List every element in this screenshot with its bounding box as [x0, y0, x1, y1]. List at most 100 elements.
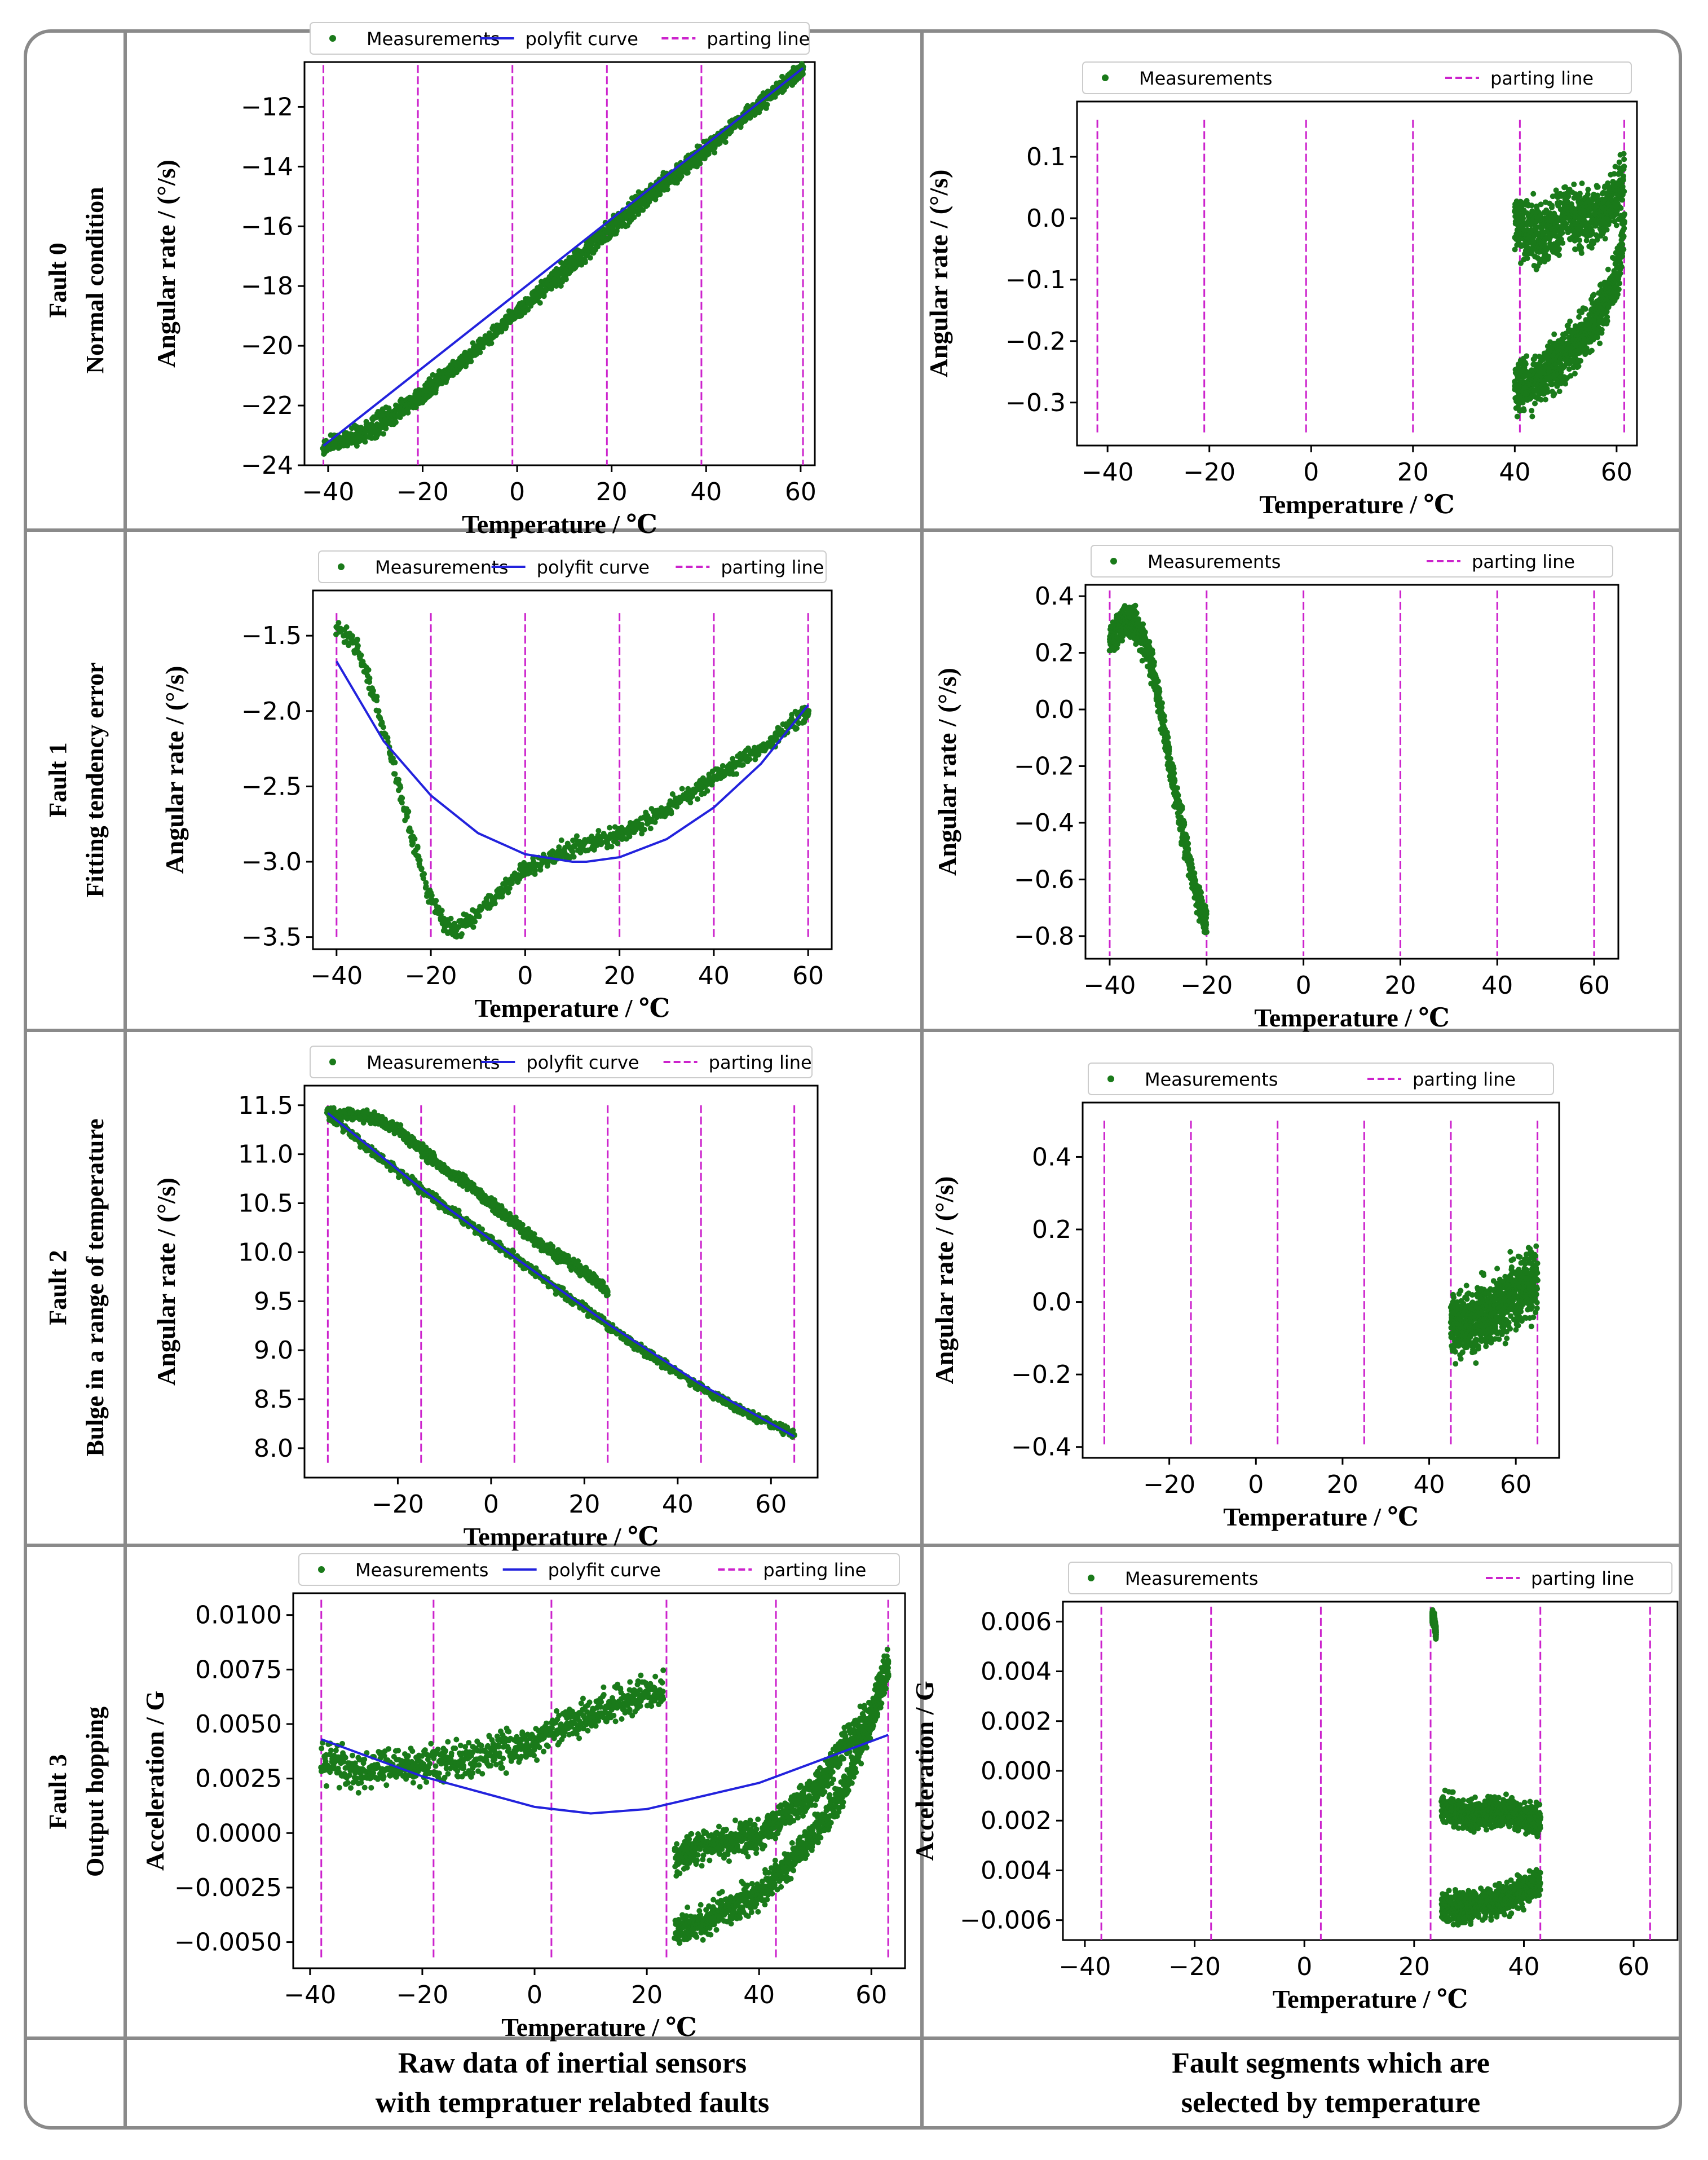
y-tick-label: 11.5 [238, 1091, 293, 1120]
measurement-point [1142, 629, 1148, 635]
x-tick-label: 0 [1303, 458, 1319, 487]
measurement-point [573, 833, 580, 839]
y-tick-label: −2.5 [241, 772, 302, 801]
row-fault-title: Fault 1 [44, 742, 72, 817]
measurement-point [687, 799, 694, 805]
row-label-fault-2: Fault 2 Bulge in a range of temperature [44, 1118, 109, 1456]
measurement-point [1556, 252, 1562, 258]
caption-fault-segments: Fault segments which are selected by tem… [1172, 2047, 1490, 2119]
caption-line-2: selected by temperature [1181, 2087, 1480, 2119]
measurement-point [1617, 270, 1623, 276]
measurement-point [428, 889, 434, 896]
y-tick-label: 0.0 [1035, 695, 1074, 724]
measurement-point [488, 340, 495, 346]
measurement-point [1591, 292, 1597, 298]
measurement-point [1585, 191, 1591, 197]
measurement-point [354, 636, 360, 642]
measurement-point [722, 139, 729, 146]
x-tick-label: −40 [302, 478, 354, 506]
x-tick-label: 0 [517, 962, 533, 990]
measurement-point [1597, 340, 1603, 346]
measurement-point [694, 796, 700, 802]
measurement-point [1579, 180, 1585, 187]
row-label-fault-1: Fault 1 Fitting tendency error [44, 662, 109, 897]
measurement-point [1198, 889, 1204, 896]
measurement-point [1157, 689, 1163, 695]
measurement-point [1166, 746, 1172, 752]
measurement-point [1617, 280, 1623, 286]
measurement-point [1605, 266, 1611, 272]
measurement-point [409, 841, 415, 848]
measurement-point [1155, 678, 1161, 684]
y-tick-label: 0.1 [1026, 143, 1066, 171]
measurement-point [1179, 804, 1185, 810]
measurement-point [374, 698, 380, 704]
measurement-point [1614, 291, 1621, 297]
measurement-point [1146, 639, 1153, 645]
x-tick-label: 0 [509, 478, 525, 506]
measurement-point [1602, 236, 1608, 242]
measurement-point [1577, 191, 1583, 197]
y-tick-label: −0.2 [1014, 752, 1074, 781]
y-tick-label: −14 [241, 152, 293, 181]
row-fault-description: Normal condition [81, 187, 109, 373]
legend-label: parting line [1490, 68, 1594, 89]
measurement-point [1542, 396, 1548, 403]
measurement-point [1529, 202, 1535, 209]
x-tick-label: 60 [1601, 458, 1632, 487]
measurement-point [800, 71, 806, 77]
measurement-point [392, 419, 399, 425]
measurement-point [476, 914, 482, 920]
x-tick-label: −20 [396, 478, 449, 506]
measurement-point [1621, 156, 1627, 162]
measurement-point [448, 915, 454, 922]
measurement-point [439, 907, 445, 914]
measurement-point [1164, 729, 1170, 735]
y-tick-label: −24 [241, 451, 293, 480]
y-tick-label: −22 [241, 391, 293, 420]
measurement-point [1613, 222, 1619, 228]
measurement-point [739, 762, 745, 768]
x-tick-label: −20 [1180, 971, 1233, 1000]
plot-area [303, 1085, 819, 1479]
measurement-point [1575, 363, 1582, 369]
x-tick-label: 0 [483, 1490, 499, 1519]
measurement-point [1578, 245, 1585, 251]
measurement-point [365, 667, 372, 673]
measurement-point [1529, 413, 1535, 420]
x-tick-label: 40 [1499, 458, 1530, 487]
measurement-point [1595, 334, 1601, 341]
measurement-point [1595, 192, 1601, 199]
measurement-point [668, 810, 674, 817]
measurement-point [459, 931, 465, 937]
y-tick-label: 10.0 [238, 1238, 293, 1267]
row-fault-title: Fault 0 [44, 243, 72, 318]
measurement-point [570, 849, 576, 855]
measurement-point [1595, 184, 1601, 190]
measurement-point [470, 918, 476, 924]
measurement-series [320, 61, 806, 457]
measurement-point [1621, 151, 1627, 157]
y-tick-label: −20 [241, 332, 293, 360]
x-tick-label: −20 [405, 962, 457, 990]
measurement-point [1621, 220, 1627, 226]
measurement-point [370, 687, 376, 694]
y-tick-label: 0.4 [1035, 582, 1074, 611]
row-fault-title: Fault 2 [44, 1250, 72, 1325]
legend: Measurements polyfit curve parting line [318, 550, 827, 583]
measurement-point [462, 363, 469, 369]
measurement-point [336, 620, 342, 626]
row-fault-description: Bulge in a range of temperature [81, 1118, 109, 1456]
measurement-point [1604, 318, 1610, 324]
measurement-point [1532, 400, 1538, 407]
measurement-point [582, 259, 588, 266]
x-tick-label: 60 [792, 962, 824, 990]
legend-label: Measurements [367, 28, 500, 50]
measurement-point [1567, 318, 1573, 324]
measurement-point [1577, 358, 1583, 364]
measurement-point [1524, 353, 1530, 359]
x-tick-label: 60 [755, 1490, 787, 1519]
measurement-point [1621, 246, 1627, 253]
x-tick-label: −40 [1082, 458, 1134, 487]
measurement-point [355, 642, 361, 649]
